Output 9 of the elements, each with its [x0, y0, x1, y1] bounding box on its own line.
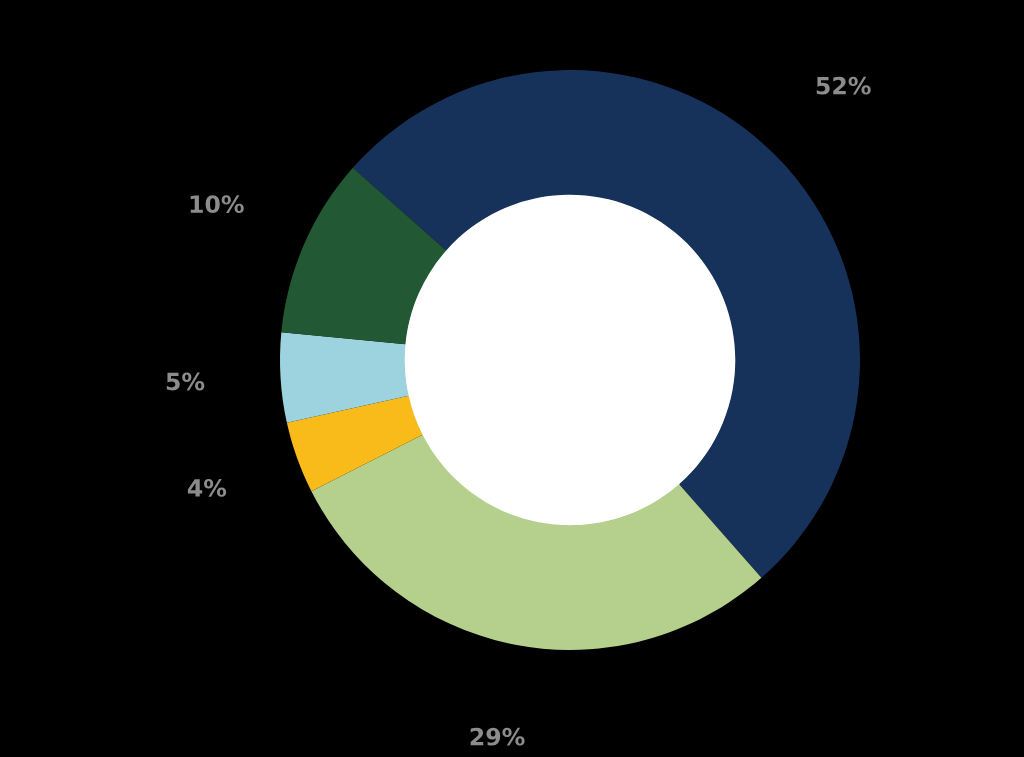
data-label: 5% — [166, 372, 205, 391]
donut-slice — [311, 434, 762, 650]
data-label: 4% — [187, 479, 227, 497]
data-label: 52% — [816, 76, 871, 95]
donut-slice — [280, 332, 409, 423]
donut-slice — [281, 167, 447, 345]
data-label: 10% — [190, 195, 244, 214]
data-label: 29% — [470, 727, 525, 746]
donut-slice — [286, 395, 423, 492]
